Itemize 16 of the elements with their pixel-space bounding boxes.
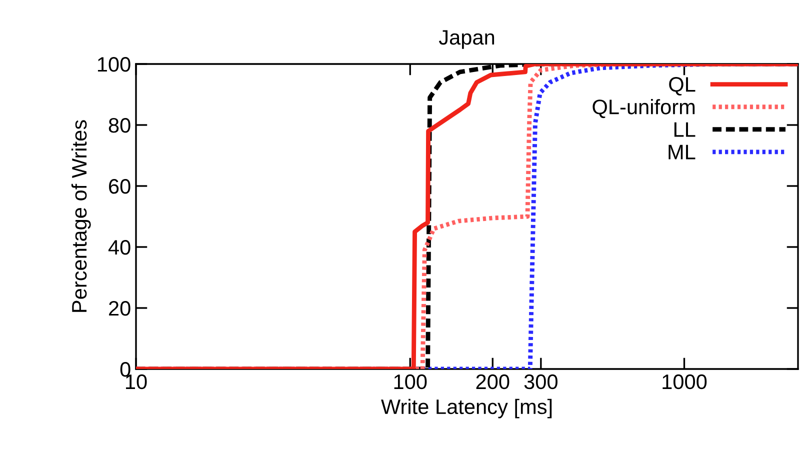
x-tick-label: 1000 bbox=[662, 374, 707, 390]
x-tick-label: 200 bbox=[476, 374, 510, 390]
x-tick-label: 100 bbox=[394, 374, 427, 390]
y-tick-label: 60 bbox=[109, 179, 130, 194]
legend-label: QL-uniform bbox=[592, 99, 695, 118]
legend-label: LL bbox=[674, 122, 696, 137]
y-tick-label: 40 bbox=[108, 240, 130, 255]
x-axis-title: Write Latency [ms] bbox=[381, 398, 552, 418]
chart-title: Japan bbox=[438, 30, 494, 49]
y-tick-label: 80 bbox=[108, 118, 130, 133]
x-tick-label: 300 bbox=[524, 374, 558, 390]
y-tick-label: 100 bbox=[98, 57, 130, 72]
legend-label: QL bbox=[669, 77, 696, 96]
y-tick-label: 20 bbox=[109, 301, 130, 316]
legend-label: ML bbox=[668, 144, 696, 160]
y-axis-title: Percentage of Writes bbox=[71, 120, 91, 312]
